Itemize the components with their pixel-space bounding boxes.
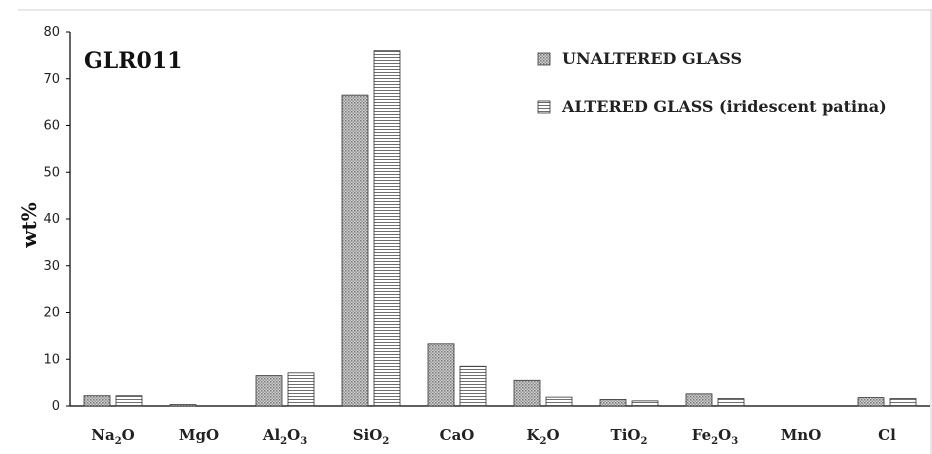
y-axis-label: wt% [17, 202, 41, 248]
x-tick-label: Cl [878, 426, 896, 444]
x-tick-label: Fe2O3 [692, 426, 738, 447]
bar-unaltered [857, 397, 885, 407]
bar-altered [115, 395, 143, 407]
legend: UNALTERED GLASS ALTERED GLASS (iridescen… [537, 49, 887, 116]
x-tick-labels: Na2O MgO Al2O3 SiO2 CaO K2O TiO2 Fe2O3 MnO Cl [91, 426, 896, 447]
bars [83, 50, 917, 407]
bar-altered [459, 365, 487, 407]
bar-altered [631, 400, 659, 407]
x-tick-label: MnO [781, 426, 822, 444]
x-tick-label: CaO [440, 426, 475, 444]
x-tick-label: TiO2 [611, 426, 648, 447]
bar-altered [287, 372, 315, 407]
bar-altered [373, 50, 401, 407]
y-tick-label: 10 [43, 352, 60, 367]
x-tick-label: Na2O [91, 426, 134, 447]
y-tick-label: 40 [43, 212, 60, 227]
bar-unaltered [685, 393, 713, 407]
bar-altered [889, 398, 917, 407]
bar-unaltered [513, 379, 541, 407]
bar-unaltered [341, 94, 369, 407]
bar-unaltered [599, 399, 627, 407]
y-tick-label: 0 [52, 399, 60, 414]
legend-swatch-unaltered [537, 52, 551, 66]
y-tick-label: 70 [43, 72, 60, 87]
bar-unaltered [255, 375, 283, 407]
x-tick-label: K2O [526, 426, 559, 447]
y-ticks: 0 10 20 30 40 50 60 70 80 [43, 25, 70, 414]
chart-title: GLR011 [84, 48, 182, 74]
x-tick-label: SiO2 [353, 426, 390, 447]
legend-label-unaltered: UNALTERED GLASS [562, 49, 742, 68]
bar-altered [545, 396, 573, 407]
x-tick-label: Al2O3 [262, 426, 307, 447]
legend-swatch-altered [537, 100, 551, 114]
bar-unaltered [83, 395, 111, 407]
y-tick-label: 80 [43, 25, 60, 40]
y-tick-label: 20 [43, 306, 60, 321]
y-tick-label: 30 [43, 259, 60, 274]
legend-label-altered: ALTERED GLASS (iridescent patina) [561, 97, 887, 116]
bar-unaltered [427, 343, 455, 407]
bar-unaltered [169, 404, 197, 407]
y-tick-label: 60 [43, 119, 60, 134]
bar-altered [717, 398, 745, 407]
x-tick-label: MgO [179, 426, 219, 444]
y-tick-label: 50 [43, 165, 60, 180]
